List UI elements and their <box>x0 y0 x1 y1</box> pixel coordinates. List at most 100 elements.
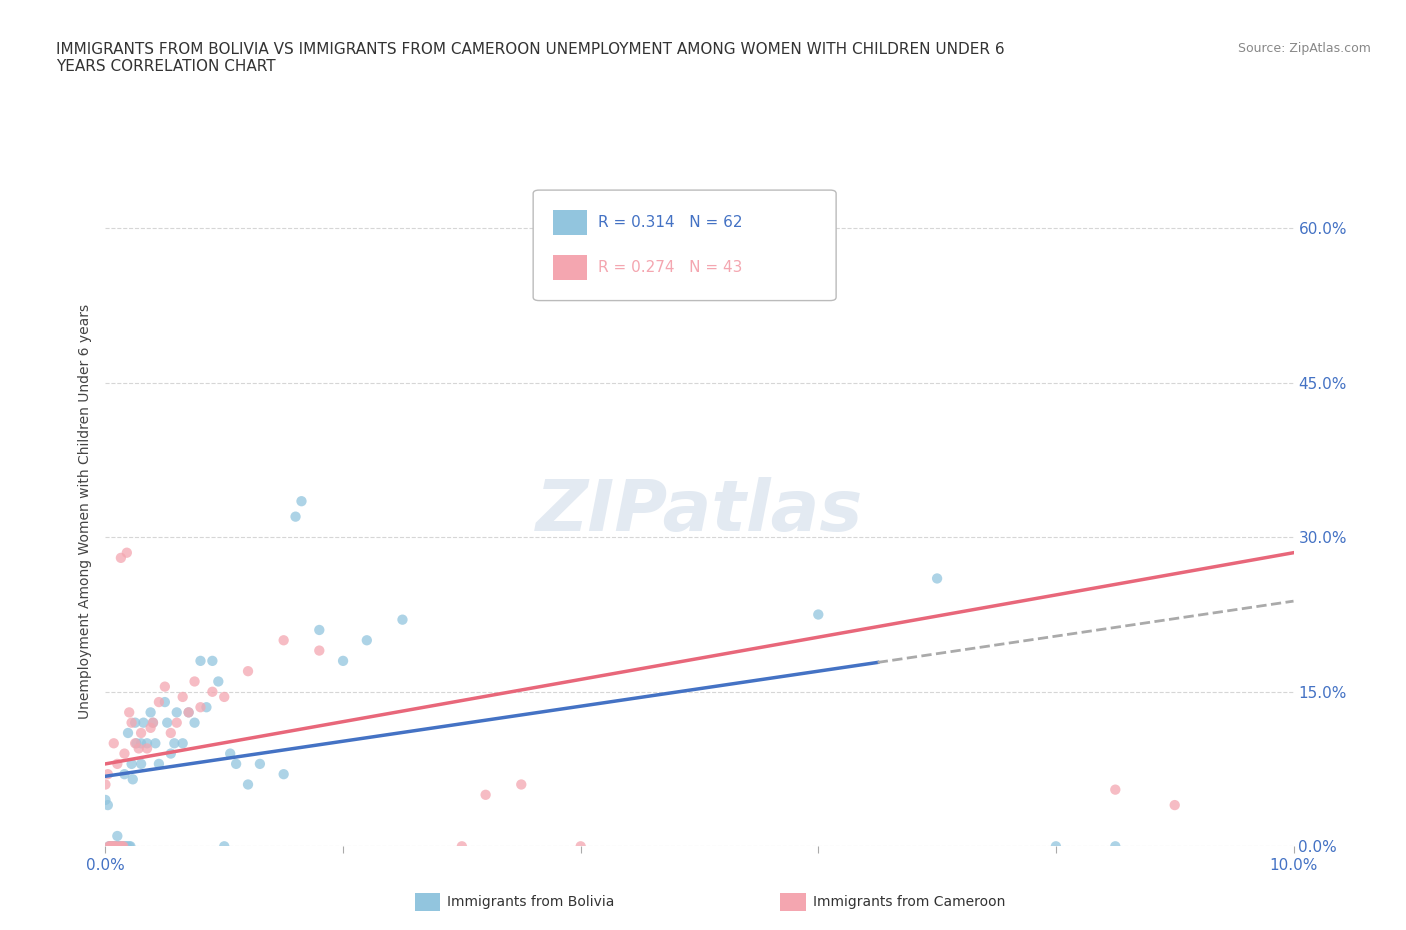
Point <box>114 766 136 781</box>
Y-axis label: Unemployment Among Women with Children Under 6 years: Unemployment Among Women with Children U… <box>79 304 93 719</box>
Point <box>105 839 128 854</box>
Point <box>107 839 129 854</box>
Point <box>159 725 181 740</box>
Point <box>450 839 472 854</box>
Point <box>190 699 212 714</box>
Point <box>110 839 132 854</box>
Point <box>284 510 307 525</box>
Point <box>94 792 117 807</box>
Point <box>236 777 259 792</box>
Point <box>201 654 224 669</box>
Point <box>114 746 136 761</box>
Point <box>183 715 205 730</box>
Point <box>148 756 170 771</box>
Text: R = 0.274   N = 43: R = 0.274 N = 43 <box>599 260 742 275</box>
Point <box>132 715 155 730</box>
Text: ZIPatlas: ZIPatlas <box>536 477 863 546</box>
Point <box>98 839 121 854</box>
Point <box>105 756 128 771</box>
Point <box>128 741 150 756</box>
Point <box>177 705 200 720</box>
Text: IMMIGRANTS FROM BOLIVIA VS IMMIGRANTS FROM CAMEROON UNEMPLOYMENT AMONG WOMEN WIT: IMMIGRANTS FROM BOLIVIA VS IMMIGRANTS FR… <box>56 42 1005 74</box>
Point <box>111 839 134 854</box>
Point <box>1104 839 1126 854</box>
Point <box>219 746 242 761</box>
Point <box>1164 798 1187 813</box>
FancyBboxPatch shape <box>554 209 586 235</box>
Text: Immigrants from Bolivia: Immigrants from Bolivia <box>447 895 614 910</box>
Point <box>207 674 229 689</box>
Point <box>108 839 131 854</box>
Point <box>273 766 295 781</box>
Point <box>510 777 533 792</box>
Point <box>100 839 122 854</box>
Point <box>115 839 138 854</box>
Point <box>136 736 159 751</box>
Text: Immigrants from Cameroon: Immigrants from Cameroon <box>813 895 1005 910</box>
Point <box>143 736 166 751</box>
Point <box>100 839 122 854</box>
Point <box>121 772 143 787</box>
Point <box>98 839 121 854</box>
Point <box>98 839 121 854</box>
Point <box>172 736 194 751</box>
Point <box>290 494 312 509</box>
Point <box>114 839 136 854</box>
FancyBboxPatch shape <box>554 255 586 281</box>
Point <box>124 736 146 751</box>
Point <box>183 674 205 689</box>
Point <box>103 736 125 751</box>
Point <box>201 684 224 699</box>
Point <box>163 736 186 751</box>
Point <box>129 736 152 751</box>
Point <box>117 725 139 740</box>
Point <box>308 622 330 637</box>
Text: R = 0.314   N = 62: R = 0.314 N = 62 <box>599 215 742 230</box>
Point <box>1104 782 1126 797</box>
Point <box>214 689 236 704</box>
Point <box>177 705 200 720</box>
Point <box>120 839 142 854</box>
Point <box>166 705 188 720</box>
Point <box>391 612 413 627</box>
Text: Source: ZipAtlas.com: Source: ZipAtlas.com <box>1237 42 1371 55</box>
Point <box>105 839 128 854</box>
Point <box>111 839 134 854</box>
Point <box>97 766 120 781</box>
Point <box>136 741 159 756</box>
Point <box>148 695 170 710</box>
Point <box>139 705 162 720</box>
Point <box>195 699 218 714</box>
Point <box>172 689 194 704</box>
Point <box>112 839 135 854</box>
Point <box>156 715 179 730</box>
Point <box>118 705 141 720</box>
Point <box>1045 839 1067 854</box>
Point <box>124 715 146 730</box>
Point <box>121 715 143 730</box>
Point <box>110 551 132 565</box>
Point <box>142 715 165 730</box>
Point <box>332 654 354 669</box>
Point <box>112 839 135 854</box>
Point <box>236 664 259 679</box>
Point <box>569 839 592 854</box>
Point <box>104 839 127 854</box>
Point <box>121 756 143 771</box>
Point <box>142 715 165 730</box>
Point <box>115 545 138 560</box>
Point <box>105 839 128 854</box>
Point <box>104 839 127 854</box>
Point <box>105 829 128 844</box>
Point <box>94 777 117 792</box>
Point <box>129 725 152 740</box>
Point <box>108 839 131 854</box>
Point <box>129 756 152 771</box>
Point <box>356 632 378 647</box>
Point <box>166 715 188 730</box>
Point <box>97 798 120 813</box>
Point <box>214 839 236 854</box>
Point <box>139 721 162 736</box>
Point <box>153 679 176 694</box>
Point <box>927 571 949 586</box>
